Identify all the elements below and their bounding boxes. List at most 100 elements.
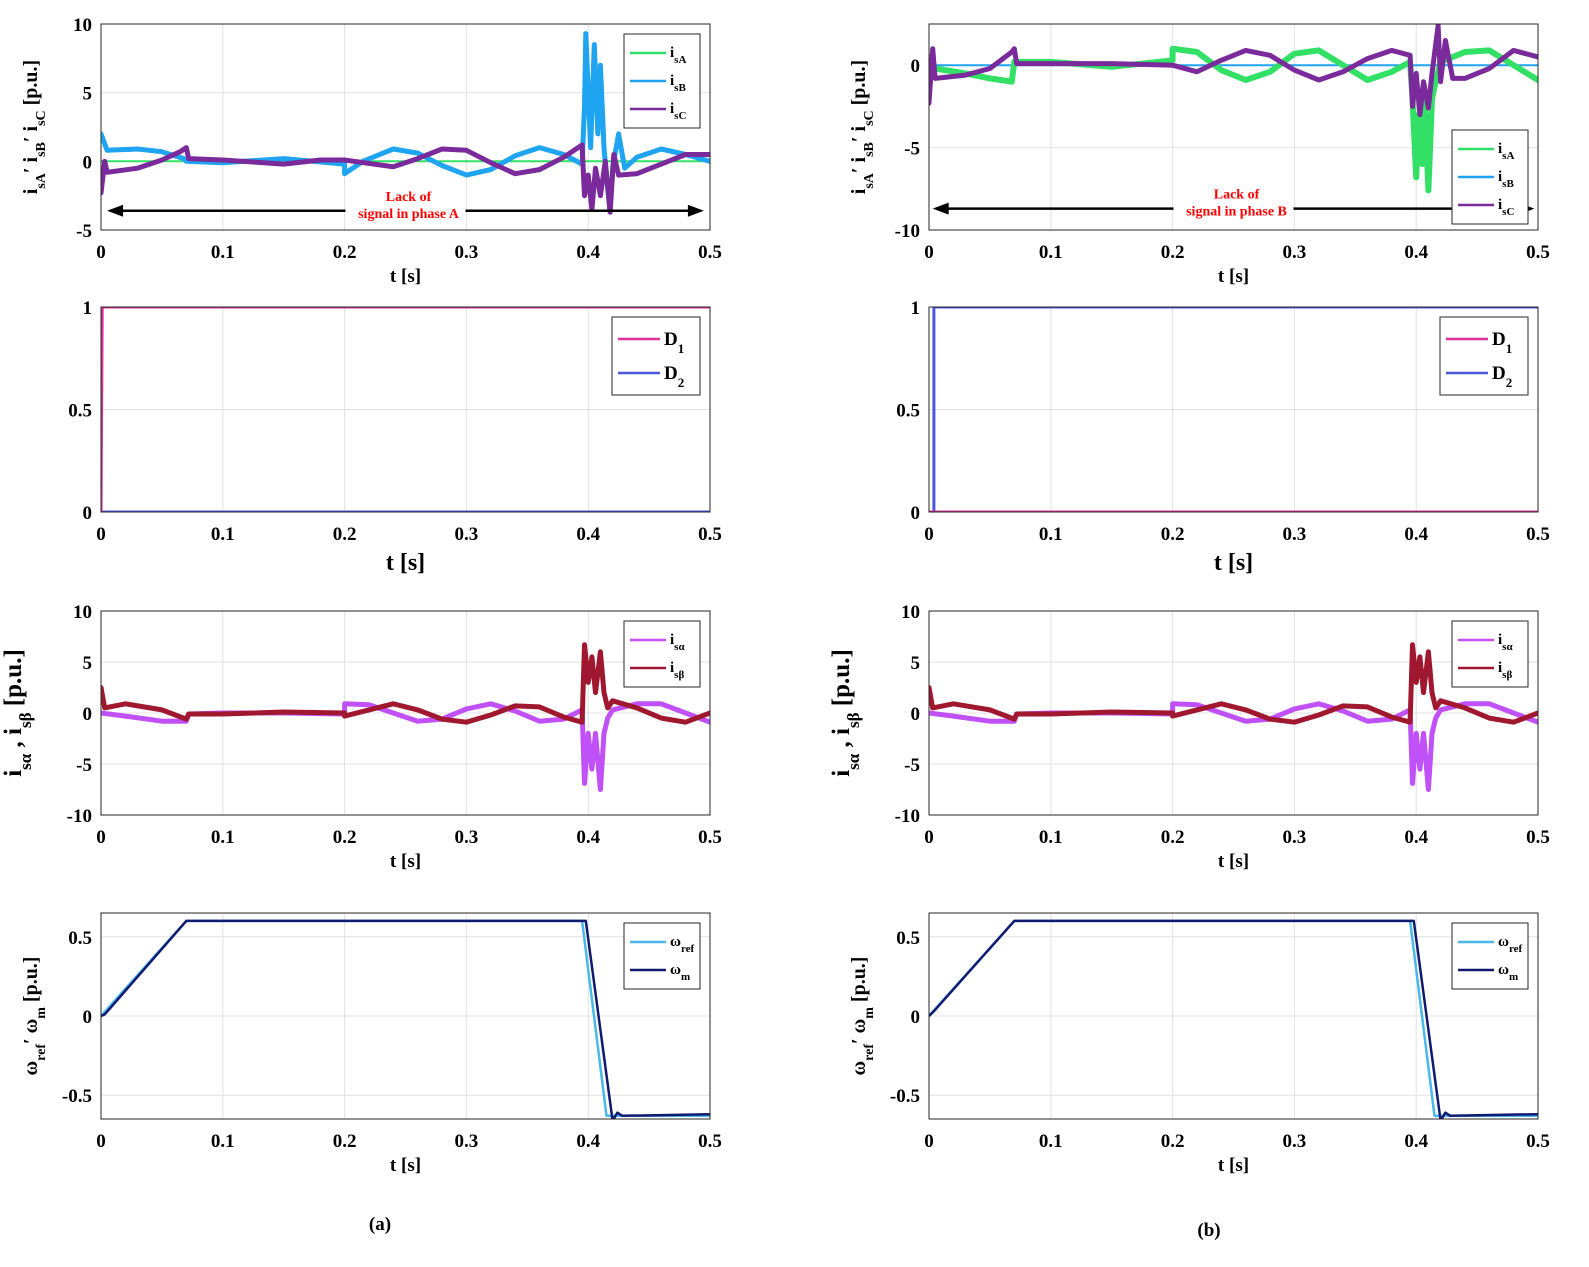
x-tick-label: 0.5	[1526, 524, 1550, 545]
y-tick-label: 0	[911, 503, 921, 524]
x-tick-label: 0.2	[1161, 524, 1185, 545]
y-tick-label: 0	[83, 503, 93, 524]
label-part: i	[1498, 141, 1502, 157]
label-subscript: m	[34, 1007, 49, 1019]
label-part: [p.u.]	[20, 957, 42, 1008]
label-subscript: sB	[34, 142, 49, 157]
label-part: i	[848, 156, 870, 162]
annotation-arrowhead-right	[687, 204, 704, 217]
y-tick-label: -10	[67, 806, 92, 827]
x-tick-label: 0.4	[576, 1131, 600, 1152]
y-axis-label: ωref′ ωm [p.u.]	[848, 957, 877, 1076]
x-tick-label: 0.1	[1039, 827, 1063, 848]
label-part: [p.u.]	[828, 649, 855, 712]
chart-b3: 0 0.1 0.2 0.3 0.4 0.5 -10 -5 0 5 10 t [s] isα , isβ …	[828, 602, 1550, 872]
label-subscript: sα	[1502, 641, 1513, 653]
legend-label-wref: ωref	[670, 934, 695, 955]
label-subscript: sα	[674, 641, 685, 653]
annotation-background	[345, 182, 466, 227]
y-tick-label: 1	[83, 298, 93, 319]
label-part: i	[670, 45, 674, 61]
x-tick-label: 0.4	[1404, 1131, 1428, 1152]
axes-frame	[100, 610, 711, 816]
x-tick-label: 0.5	[1526, 827, 1550, 848]
x-tick-label: 0.5	[1526, 242, 1550, 263]
label-part: ω	[1498, 934, 1509, 950]
label-part: ′	[848, 1033, 870, 1044]
x-tick-label: 0.2	[333, 827, 357, 848]
label-subscript: sB	[674, 82, 686, 94]
label-part: ′	[848, 131, 870, 142]
legend-label-isC: isC	[1498, 197, 1514, 218]
x-tick-label: 0	[96, 1131, 106, 1152]
axes-frame	[100, 306, 711, 513]
label-subscript: m	[1509, 971, 1518, 983]
series-line-isC	[929, 24, 1538, 118]
x-tick-label: 0.1	[211, 1131, 235, 1152]
label-part: i	[828, 728, 855, 735]
y-tick-label: 0	[83, 152, 93, 173]
y-tick-label: 0	[911, 56, 921, 77]
label-subscript: m	[862, 1007, 877, 1019]
y-tick-label: -5	[76, 755, 92, 776]
x-axis-label: t [s]	[1218, 266, 1249, 287]
x-tick-label: 0.1	[211, 524, 235, 545]
legend-label-isA: isA	[1498, 141, 1514, 162]
x-tick-label: 0.3	[1283, 827, 1307, 848]
label-part: ′	[20, 1033, 42, 1044]
x-tick-label: 0.3	[1283, 1131, 1307, 1152]
label-part: [p.u.]	[848, 60, 870, 111]
y-axis-label: isα , isβ [p.u.]	[0, 649, 35, 777]
x-tick-label: 0.1	[211, 242, 235, 263]
x-tick-label: 0.3	[455, 524, 479, 545]
y-tick-label: -5	[904, 139, 920, 160]
x-tick-label: 0.3	[1283, 242, 1307, 263]
legend-box	[1451, 620, 1529, 688]
y-tick-label: 0.5	[68, 928, 92, 949]
label-part: [p.u.]	[0, 649, 27, 712]
label-part: ′	[20, 131, 42, 142]
label-subscript: sβ	[674, 669, 684, 681]
label-subscript: sC	[34, 110, 49, 126]
chart-b4: 0 0.1 0.2 0.3 0.4 0.5-0.500.5t [s]ωref′ ωm [p…	[848, 912, 1550, 1176]
label-subscript: ref	[681, 943, 695, 955]
label-subscript: ref	[862, 1044, 877, 1061]
series-line-wm	[101, 919, 710, 1119]
series-group	[929, 24, 1538, 194]
x-tick-label: 0.1	[1039, 242, 1063, 263]
series-line-D2	[929, 307, 1538, 512]
y-tick-label: 1	[911, 298, 921, 319]
x-tick-label: 0	[96, 524, 106, 545]
annotation-text: Lack of	[386, 190, 432, 205]
legend-box	[623, 922, 701, 990]
axes-frame	[100, 23, 711, 231]
x-tick-label: 0.1	[1039, 524, 1063, 545]
chart-a1: Lack of signal in phase A 0 0.1 0.2 0.3 0.4 0.5…	[20, 15, 722, 287]
label-part: i	[1498, 632, 1502, 648]
annotation-arrowhead-left	[107, 204, 124, 217]
x-tick-label: 0.2	[1161, 242, 1185, 263]
label-subscript: sC	[1502, 206, 1514, 218]
x-tick-label: 0.3	[455, 1131, 479, 1152]
annotation-background	[1173, 180, 1294, 225]
legend-label-wm: ωm	[1498, 962, 1518, 983]
label-part: ω	[20, 1019, 42, 1034]
panel-caption: (a)	[369, 1214, 391, 1235]
y-tick-label: 5	[83, 84, 93, 105]
x-tick-label: 0.5	[698, 524, 722, 545]
x-tick-label: 0.2	[333, 1131, 357, 1152]
legend-label-isB: isB	[1498, 169, 1514, 190]
x-axis-label: t [s]	[1218, 851, 1249, 872]
panel-caption: (b)	[1197, 1220, 1220, 1241]
legend-label-isC: isC	[670, 101, 686, 122]
axes-frame	[928, 23, 1539, 231]
legend-label-D2: D2	[664, 363, 684, 390]
series-line-wm	[929, 919, 1538, 1119]
x-tick-label: 0.5	[1526, 1131, 1550, 1152]
